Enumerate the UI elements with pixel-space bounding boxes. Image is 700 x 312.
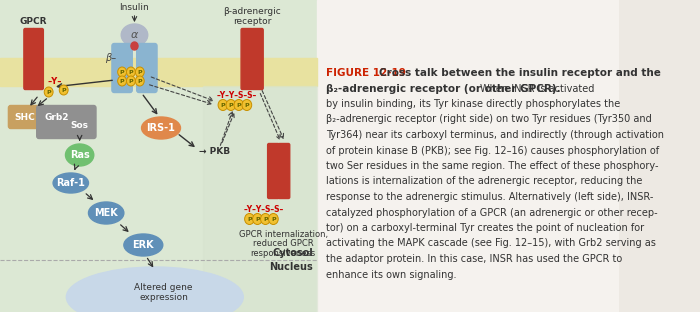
Text: IRS-1: IRS-1	[146, 123, 176, 133]
Text: P: P	[129, 70, 133, 75]
Text: α: α	[131, 30, 138, 40]
Text: P: P	[237, 103, 242, 108]
Text: P: P	[247, 217, 252, 222]
Circle shape	[269, 213, 278, 225]
Circle shape	[242, 100, 252, 110]
Text: P: P	[120, 79, 125, 84]
Text: the adaptor protein. In this case, INSR has used the GPCR to: the adaptor protein. In this case, INSR …	[326, 254, 622, 264]
Ellipse shape	[53, 173, 88, 193]
Text: response to the adrenergic stimulus. Alternatively (left side), INSR-: response to the adrenergic stimulus. Alt…	[326, 192, 653, 202]
Circle shape	[127, 67, 135, 77]
Bar	[0, 58, 316, 86]
Text: P: P	[120, 70, 125, 75]
FancyBboxPatch shape	[33, 28, 43, 90]
Bar	[316, 0, 620, 312]
Ellipse shape	[66, 144, 94, 166]
Text: catalyzed phosphorylation of a GPCR (an adrenergic or other recep-: catalyzed phosphorylation of a GPCR (an …	[326, 207, 657, 217]
FancyBboxPatch shape	[112, 43, 132, 92]
FancyBboxPatch shape	[278, 144, 290, 198]
Circle shape	[44, 87, 53, 97]
Circle shape	[118, 67, 127, 77]
FancyBboxPatch shape	[241, 28, 253, 90]
Text: SHC: SHC	[15, 113, 35, 121]
Text: ERK: ERK	[132, 240, 154, 250]
Text: P: P	[263, 217, 267, 222]
Text: Sos: Sos	[71, 120, 89, 129]
Text: activating the MAPK cascade (see Fig. 12–15), with Grb2 serving as: activating the MAPK cascade (see Fig. 12…	[326, 238, 655, 248]
Circle shape	[131, 42, 138, 50]
Text: GPCR: GPCR	[20, 17, 48, 27]
Text: β₂-adrenergic receptor (or other GPCR).: β₂-adrenergic receptor (or other GPCR).	[326, 84, 560, 94]
Circle shape	[118, 76, 127, 86]
Bar	[0, 0, 316, 312]
Text: enhance its own signaling.: enhance its own signaling.	[326, 270, 456, 280]
Circle shape	[226, 100, 236, 110]
Ellipse shape	[121, 24, 148, 46]
Text: Tyr364) near its carboxyl terminus, and indirectly (through activation: Tyr364) near its carboxyl terminus, and …	[326, 130, 664, 140]
FancyBboxPatch shape	[8, 105, 41, 129]
Text: P: P	[137, 79, 142, 84]
Ellipse shape	[88, 202, 124, 224]
Text: P: P	[271, 217, 276, 222]
Text: of protein kinase B (PKB); see Fig. 12–16) causes phosphorylation of: of protein kinase B (PKB); see Fig. 12–1…	[326, 145, 659, 155]
Text: P: P	[129, 79, 133, 84]
Text: Ras: Ras	[70, 150, 90, 160]
Text: P: P	[220, 103, 225, 108]
Text: P: P	[229, 103, 233, 108]
FancyBboxPatch shape	[252, 28, 263, 90]
Text: β–: β–	[105, 53, 116, 63]
Circle shape	[260, 213, 270, 225]
Circle shape	[234, 100, 244, 110]
Text: –Y–: –Y–	[48, 77, 62, 86]
Text: reduced GPCR: reduced GPCR	[253, 240, 314, 248]
Text: P: P	[62, 88, 66, 93]
Text: P: P	[46, 90, 51, 95]
Text: When INSR is activated: When INSR is activated	[480, 84, 595, 94]
Text: → PKB: → PKB	[199, 148, 230, 157]
Text: receptor: receptor	[233, 17, 272, 27]
Ellipse shape	[141, 117, 181, 139]
Circle shape	[218, 100, 228, 110]
Text: β₂-adrenergic receptor (right side) on two Tyr residues (Tyr350 and: β₂-adrenergic receptor (right side) on t…	[326, 115, 651, 124]
Text: FIGURE 12-19: FIGURE 12-19	[326, 68, 405, 78]
Circle shape	[135, 67, 144, 77]
Text: GPCR internalization,: GPCR internalization,	[239, 231, 328, 240]
Text: Raf-1: Raf-1	[56, 178, 85, 188]
Text: lations is internalization of the adrenergic receptor, reducing the: lations is internalization of the adrene…	[326, 177, 642, 187]
Text: MEK: MEK	[94, 208, 118, 218]
Ellipse shape	[66, 267, 244, 312]
Text: two Ser residues in the same region. The effect of these phosphory-: two Ser residues in the same region. The…	[326, 161, 658, 171]
Circle shape	[253, 213, 262, 225]
Ellipse shape	[124, 234, 163, 256]
Text: –Y–Y–S–S–: –Y–Y–S–S–	[217, 91, 257, 100]
Text: P: P	[255, 217, 260, 222]
Text: Cytosol: Cytosol	[272, 248, 313, 258]
Text: P: P	[244, 103, 249, 108]
Text: Cross talk between the insulin receptor and the: Cross talk between the insulin receptor …	[379, 68, 661, 78]
FancyBboxPatch shape	[36, 105, 96, 139]
Text: expression: expression	[139, 293, 188, 301]
Text: P: P	[137, 70, 142, 75]
Text: Nucleus: Nucleus	[270, 262, 313, 272]
Text: Altered gene: Altered gene	[134, 282, 193, 291]
Bar	[204, 86, 316, 312]
Text: tor) on a carboxyl-terminal Tyr creates the point of nucleation for: tor) on a carboxyl-terminal Tyr creates …	[326, 223, 644, 233]
FancyBboxPatch shape	[24, 28, 34, 90]
FancyBboxPatch shape	[136, 43, 157, 92]
Text: –Y–Y–S–S–: –Y–Y–S–S–	[244, 206, 284, 215]
Text: by insulin binding, its Tyr kinase directly phosphorylates the: by insulin binding, its Tyr kinase direc…	[326, 99, 620, 109]
Circle shape	[135, 76, 144, 86]
Text: β-adrenergic: β-adrenergic	[223, 7, 281, 17]
FancyBboxPatch shape	[267, 144, 279, 198]
Circle shape	[60, 85, 68, 95]
Circle shape	[127, 76, 135, 86]
Circle shape	[244, 213, 254, 225]
Text: Grb2: Grb2	[44, 114, 69, 123]
Text: Insulin: Insulin	[120, 3, 149, 12]
Text: responsiveness: responsiveness	[251, 248, 316, 257]
